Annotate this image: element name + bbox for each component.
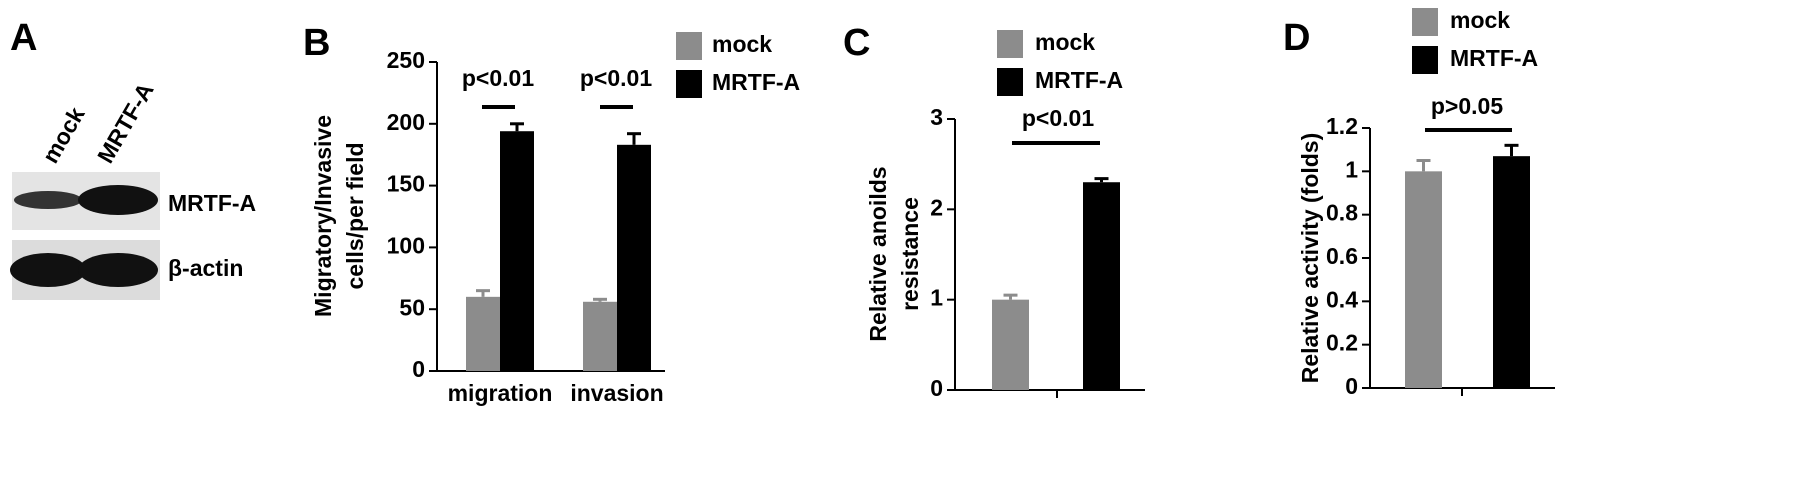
y-tick-label: 1 <box>930 285 943 311</box>
y-axis-label: resistance <box>897 197 923 311</box>
band <box>10 253 86 287</box>
y-tick-label: 0.8 <box>1326 200 1358 226</box>
x-tick-label: invasion <box>570 380 663 406</box>
annotation: p>0.05 <box>1431 93 1503 119</box>
legend-label: MRTF-A <box>712 69 800 95</box>
y-axis-label: cells/per field <box>342 142 368 289</box>
band <box>78 253 158 287</box>
bar <box>500 131 534 371</box>
y-tick-label: 0.6 <box>1326 243 1358 269</box>
legend-swatch <box>997 68 1023 96</box>
y-tick-label: 100 <box>387 232 425 258</box>
y-tick-label: 0 <box>412 356 425 382</box>
band-label: MRTF-A <box>168 190 256 216</box>
legend-swatch <box>1412 8 1438 36</box>
bar <box>1083 182 1120 390</box>
legend-label: MRTF-A <box>1035 67 1123 93</box>
bar <box>1405 171 1442 388</box>
bar <box>992 299 1029 390</box>
y-tick-label: 50 <box>399 294 425 320</box>
bar <box>1493 156 1530 388</box>
y-tick-label: 1.2 <box>1326 113 1358 139</box>
y-tick-label: 250 <box>387 47 425 73</box>
y-tick-label: 2 <box>930 194 943 220</box>
legend-swatch <box>676 70 702 98</box>
legend-label: mock <box>1450 7 1510 33</box>
y-tick-label: 0 <box>1345 373 1358 399</box>
y-tick-label: 1 <box>1345 156 1358 182</box>
panel-label: B <box>303 22 330 64</box>
legend-label: mock <box>712 31 772 57</box>
y-tick-label: 0.4 <box>1326 286 1358 312</box>
band <box>78 185 158 215</box>
y-axis-label: Relative anoilds <box>865 166 891 341</box>
band <box>14 191 82 209</box>
legend-label: mock <box>1035 29 1095 55</box>
legend-swatch <box>676 32 702 60</box>
y-axis-label: Relative activity (folds) <box>1297 133 1323 384</box>
bar <box>466 296 500 371</box>
y-tick-label: 150 <box>387 171 425 197</box>
panel-label: A <box>10 17 37 59</box>
bar <box>617 144 651 371</box>
legend-swatch <box>997 30 1023 58</box>
y-tick-label: 200 <box>387 109 425 135</box>
panel-label: D <box>1283 17 1310 59</box>
bar <box>583 301 617 371</box>
annotation: p<0.01 <box>580 65 652 91</box>
y-tick-label: 3 <box>930 104 943 130</box>
y-axis-label: Migratory/Invasive <box>310 115 336 317</box>
y-tick-label: 0 <box>930 375 943 401</box>
legend-label: MRTF-A <box>1450 45 1538 71</box>
panel-label: C <box>843 22 870 64</box>
x-tick-label: migration <box>448 380 553 406</box>
band-label: β-actin <box>168 255 243 281</box>
annotation: p<0.01 <box>462 65 534 91</box>
annotation: p<0.01 <box>1022 105 1094 131</box>
legend-swatch <box>1412 46 1438 74</box>
lane-label: mock <box>37 102 90 167</box>
y-tick-label: 0.2 <box>1326 330 1358 356</box>
lane-label: MRTF-A <box>92 78 159 167</box>
